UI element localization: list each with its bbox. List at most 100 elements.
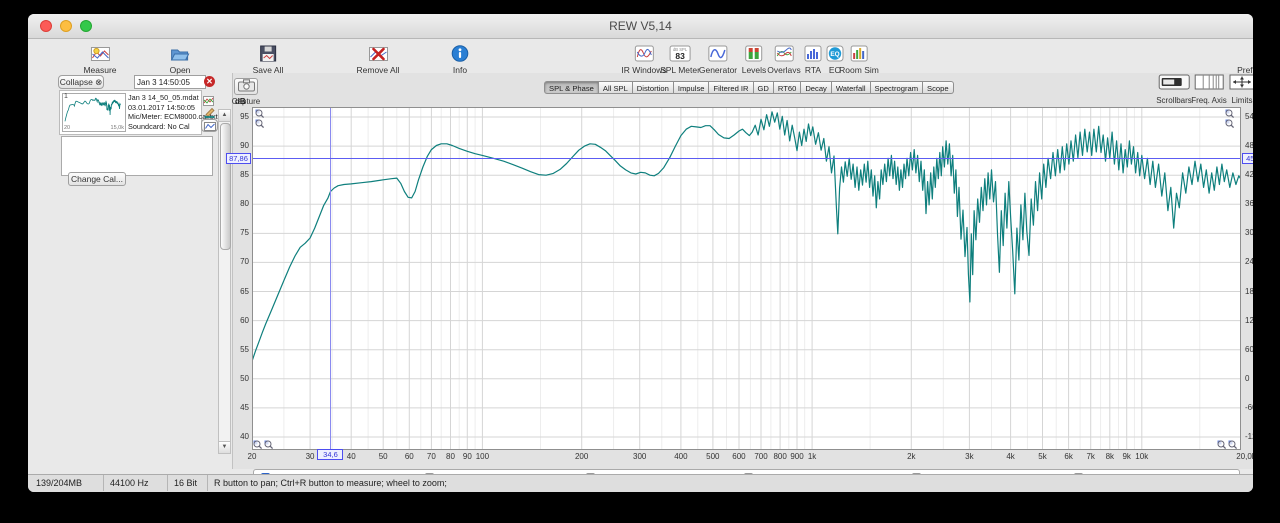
y-left-tick: 65: [240, 286, 249, 296]
tab-rt60[interactable]: RT60: [773, 81, 802, 94]
scrollbars-icon: [1158, 74, 1190, 94]
change-cal-button[interactable]: Change Cal...: [68, 172, 126, 186]
statusbar-hint: R button to pan; Ctrl+R button to measur…: [214, 478, 447, 488]
tab-filtered-ir[interactable]: Filtered IR: [709, 81, 754, 94]
x-axis-tick: 400: [674, 452, 688, 461]
toolbar-button-remove-all[interactable]: Remove All: [357, 45, 400, 75]
y-left-tick: 50: [240, 373, 249, 383]
tab-all-spl[interactable]: All SPL: [598, 81, 633, 94]
x-axis-tick: 7k: [1086, 452, 1095, 461]
toolbar-button-label: IR Windows: [621, 65, 667, 75]
x-axis-tick: 90: [462, 452, 472, 461]
toolbar-button-spl-meter[interactable]: dB SPL 83 SPL Meter: [660, 45, 700, 75]
zoom-x-in-icon[interactable]: [1217, 440, 1227, 450]
tab-scope[interactable]: Scope: [923, 81, 954, 94]
sidebar-scroll-down-arrow[interactable]: ▼: [219, 441, 230, 453]
toolbar-button-label: SPL Meter: [660, 65, 700, 75]
collapse-sidebar-button[interactable]: Collapse ⊗: [58, 75, 104, 89]
levels-icon: [742, 45, 767, 63]
zoom-right-in-icon[interactable]: [1225, 109, 1235, 119]
spl-trace: [251, 111, 1242, 362]
svg-text:83: 83: [675, 51, 685, 61]
close-window-button[interactable]: [40, 20, 52, 32]
toolbar-button-rta[interactable]: RTA: [804, 45, 822, 75]
info-icon: [451, 45, 469, 63]
toolbar-button-preferences[interactable]: Preferences: [1237, 45, 1253, 75]
x-axis-tick: 700: [754, 452, 768, 461]
scrollbars-button[interactable]: Scrollbars: [1156, 74, 1192, 105]
y-left-tick: 55: [240, 344, 249, 354]
x-axis-tick: 30: [305, 452, 315, 461]
sidebar-scroll-up-arrow[interactable]: ▲: [219, 110, 230, 122]
toolbar-button-eq[interactable]: EQ EQ: [826, 45, 844, 75]
toolbar-button-label: EQ: [828, 65, 842, 75]
toolbar-button-generator[interactable]: Generator: [699, 45, 737, 75]
zoom-window-button[interactable]: [80, 20, 92, 32]
measurement-graph-button[interactable]: [203, 93, 214, 111]
tab-waterfall[interactable]: Waterfall: [831, 81, 871, 94]
toolbar-button-overlays[interactable]: Overlays: [767, 45, 801, 75]
freq-axis-button[interactable]: Freq. Axis: [1191, 74, 1227, 105]
tab-decay[interactable]: Decay: [801, 81, 832, 94]
measurement-notes-textarea[interactable]: [61, 136, 213, 176]
toolbar-button-save-all[interactable]: Save All: [253, 45, 284, 75]
measurement-list-item[interactable]: 1 20 15,0k Jan 3 14_50_05.mdat 03.01.2017…: [59, 90, 218, 135]
capture-button[interactable]: [234, 78, 258, 95]
tab-impulse[interactable]: Impulse: [673, 81, 710, 94]
y-left-tick: 95: [240, 112, 249, 121]
y-right-tick: 240: [1245, 257, 1253, 267]
limits-button[interactable]: Limits: [1229, 74, 1253, 105]
toolbar-button-room-sim[interactable]: Room Sim: [839, 45, 879, 75]
x-axis-tick: 3k: [965, 452, 974, 461]
tab-gd[interactable]: GD: [753, 81, 774, 94]
spl-phase-plot[interactable]: [251, 107, 1242, 450]
x-axis-tick: 600: [732, 452, 746, 461]
zoom-x-out-icon[interactable]: [1228, 440, 1238, 450]
eq-icon: EQ: [826, 45, 844, 63]
x-axis-tick: 60: [404, 452, 414, 461]
limits-icon: [1229, 74, 1253, 94]
toolbar-button-label: Remove All: [356, 65, 400, 75]
x-axis-tick: 6k: [1064, 452, 1073, 461]
y-right-tick: -120: [1245, 431, 1253, 441]
x-axis-tick: 800: [773, 452, 787, 461]
save-all-icon: [253, 45, 284, 63]
x-axis-tick: 100: [475, 452, 490, 461]
x-axis-tick: 500: [706, 452, 720, 461]
delete-measurement-button[interactable]: ✕: [204, 76, 215, 87]
toolbar-button-levels[interactable]: Levels: [742, 45, 767, 75]
zoom-right-out-icon[interactable]: [1225, 119, 1235, 129]
overlays-icon: [767, 45, 801, 63]
remove-all-icon: [357, 45, 400, 63]
zoom-y-in-icon[interactable]: [255, 109, 265, 119]
zoom-y-out-icon[interactable]: [255, 119, 265, 129]
y-left-tick: 80: [240, 199, 249, 209]
toolbar-button-ir-windows[interactable]: IR Windows: [621, 45, 667, 75]
measurement-save-button[interactable]: [201, 119, 218, 132]
tool-button-label: Limits: [1231, 96, 1253, 105]
tool-button-label: Scrollbars: [1156, 96, 1192, 105]
x-axis-tick: 20,0k Hz: [1236, 452, 1253, 461]
measurement-thumbnail[interactable]: 1 20 15,0k: [62, 93, 126, 132]
measurement-info: Jan 3 14_50_05.mdat 03.01.2017 14:50:05 Mi…: [128, 93, 218, 131]
sidebar-scrollbar[interactable]: ▲ ▼: [218, 109, 231, 454]
toolbar-button-open[interactable]: Open: [170, 45, 190, 75]
toolbar-button-label: Overlays: [767, 65, 801, 75]
measurement-name-input[interactable]: [134, 75, 206, 89]
freq-axis-icon: [1194, 74, 1224, 94]
thumbnail-chart: [63, 94, 125, 134]
minimize-window-button[interactable]: [60, 20, 72, 32]
toolbar-button-measure[interactable]: Measure: [83, 45, 117, 75]
sidebar-scrollbar-thumb[interactable]: [220, 123, 231, 250]
toolbar-button-info[interactable]: Info: [451, 45, 469, 75]
title-bar[interactable]: REW V5,14: [28, 14, 1253, 39]
y-left-tick: 40: [240, 431, 249, 441]
x-axis-tick: 5k: [1038, 452, 1047, 461]
tab-distortion[interactable]: Distortion: [632, 81, 674, 94]
tab-spl-phase[interactable]: SPL & Phase: [544, 81, 599, 94]
tab-spectrogram[interactable]: Spectrogram: [870, 81, 924, 94]
zoom-x-left-out-icon[interactable]: [264, 440, 274, 450]
zoom-x-left-in-icon[interactable]: [253, 440, 263, 450]
trace-colour-button[interactable]: [203, 105, 216, 123]
